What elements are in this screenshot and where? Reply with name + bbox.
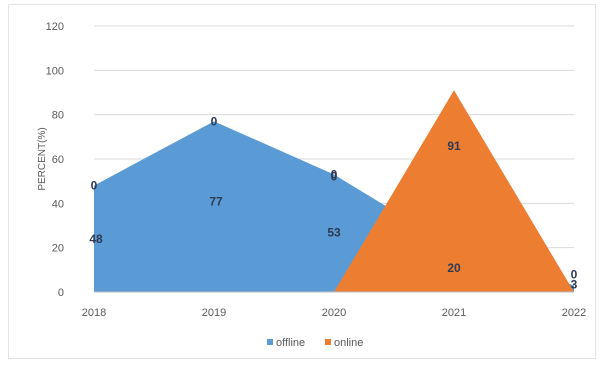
data-label-offline: 20: [447, 261, 461, 275]
data-label-offline: 77: [209, 195, 223, 209]
legend-swatch-online: [325, 339, 331, 345]
area-chart: 0 20 40 60 80 100 120 2018 2019 2020 2021 2022 PERCE…: [37, 21, 586, 349]
marker-label-offline: 0: [211, 114, 218, 128]
data-label-offline: 3: [571, 278, 578, 292]
x-tick-label: 2022: [562, 307, 586, 319]
y-tick-label: 60: [52, 154, 64, 166]
x-tick-label: 2018: [82, 307, 106, 319]
y-tick-label: 120: [46, 21, 64, 33]
y-axis-title: PERCENT(%): [37, 127, 48, 190]
data-label-online: 0: [571, 268, 578, 282]
data-label-offline: 53: [327, 226, 341, 240]
data-label-online: 91: [447, 139, 461, 153]
legend-swatch-offline: [267, 339, 273, 345]
legend-label-online: online: [334, 337, 363, 349]
y-tick-label: 20: [52, 243, 64, 255]
y-tick-label: 0: [58, 287, 64, 299]
data-label-offline: 48: [89, 232, 103, 246]
marker-label-offline: 0: [331, 168, 338, 182]
marker-label-online: 0: [331, 170, 338, 184]
y-tick-label: 80: [52, 110, 64, 122]
y-tick-label: 40: [52, 198, 64, 210]
x-tick-label: 2021: [442, 307, 466, 319]
x-tick-label: 2020: [322, 307, 346, 319]
y-tick-label: 100: [46, 65, 64, 77]
area-online: [334, 90, 574, 293]
x-tick-label: 2019: [202, 307, 226, 319]
legend-label-offline: offline: [276, 337, 305, 349]
chart-frame: 0 20 40 60 80 100 120 2018 2019 2020 2021 2022 PERCE…: [8, 4, 596, 359]
marker-label-offline: 0: [91, 179, 98, 193]
